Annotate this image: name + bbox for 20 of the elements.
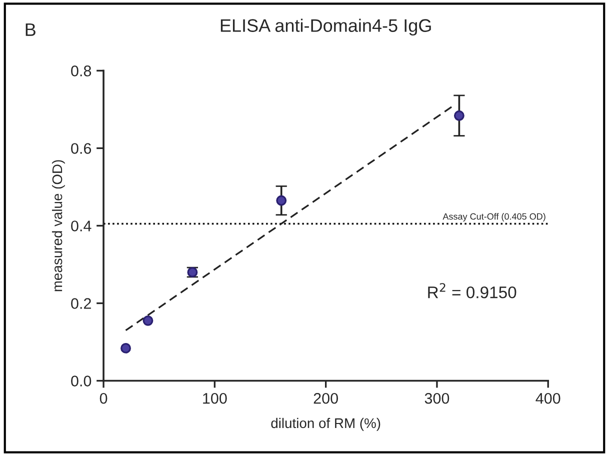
x-tick-label: 400: [536, 392, 560, 404]
x-tick-label: 200: [314, 392, 338, 404]
y-tick-label: 0.8: [71, 66, 92, 76]
point: [276, 195, 287, 206]
annotation: R$^{2}$ = 0.9150: [428, 283, 516, 298]
ref-line-label: Assay Cut-Off (0.405 OD): [442, 213, 546, 222]
x-tick-label: 300: [424, 392, 450, 404]
text: B: [26, 23, 36, 36]
point: [142, 315, 154, 326]
chart-title: ELISA anti-Domain4-5 IgG: [220, 18, 431, 36]
y-tick-label: 0.2: [71, 298, 91, 309]
point: [454, 110, 464, 121]
y-tick-label: 0.0: [71, 376, 92, 386]
y-tick-label: 0.4: [71, 220, 92, 232]
x-tick-label: 100: [203, 392, 227, 404]
point: [120, 342, 131, 354]
x-axis-title: dilution of RM (%): [271, 418, 380, 431]
x-tick-label: 0: [100, 392, 108, 404]
y-axis-title: measured value (OD): [52, 160, 65, 292]
y-tick-label: 0.6: [71, 143, 92, 154]
